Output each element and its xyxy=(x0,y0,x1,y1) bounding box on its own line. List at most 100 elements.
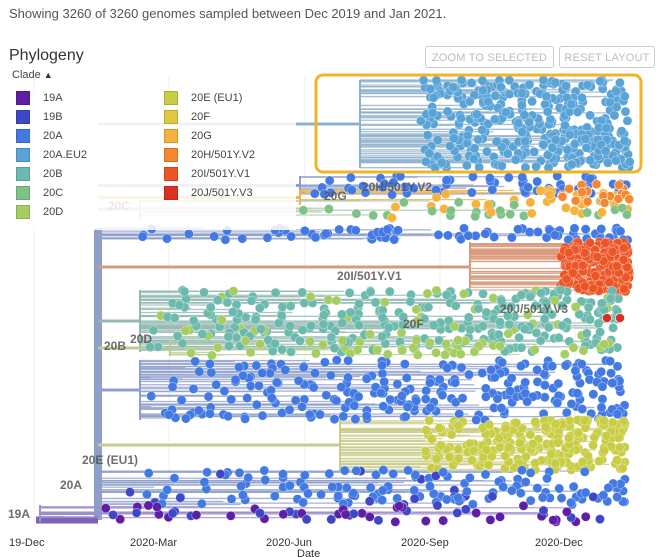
tip xyxy=(464,472,475,483)
tip xyxy=(509,199,520,210)
legend-swatch xyxy=(16,148,30,162)
tip xyxy=(515,488,526,499)
tip xyxy=(251,360,262,371)
tip xyxy=(424,337,435,348)
tip xyxy=(385,394,396,405)
legend-label: 20I/501Y.V1 xyxy=(191,168,251,180)
tip xyxy=(619,135,630,146)
tip xyxy=(331,395,342,406)
tip xyxy=(511,418,522,428)
clade-label: 20B xyxy=(104,339,126,353)
tip xyxy=(215,469,226,479)
tip xyxy=(525,467,536,478)
tip xyxy=(186,348,196,358)
tip xyxy=(298,205,309,216)
tip xyxy=(310,348,321,359)
tip xyxy=(388,468,399,479)
tip xyxy=(527,438,538,449)
tip xyxy=(492,393,503,404)
tip xyxy=(257,368,268,378)
tip xyxy=(462,130,473,141)
tip xyxy=(203,391,214,402)
tip xyxy=(473,134,484,145)
tip xyxy=(338,411,349,422)
tip xyxy=(463,230,474,241)
tip xyxy=(409,485,420,496)
tip xyxy=(464,96,475,107)
legend-label: 20C xyxy=(43,187,64,199)
tip xyxy=(238,490,248,500)
tip xyxy=(484,173,495,184)
reset-layout-button[interactable]: RESET LAYOUT xyxy=(559,46,655,68)
tip xyxy=(348,488,359,499)
tip xyxy=(286,231,297,242)
tip xyxy=(470,211,481,222)
zoom-to-selected-button[interactable]: ZOOM TO SELECTED xyxy=(425,46,554,68)
tip xyxy=(397,345,408,356)
legend-swatch xyxy=(164,167,178,181)
tip xyxy=(457,393,468,404)
legend-label: 20G xyxy=(191,130,212,142)
tip xyxy=(398,311,409,322)
tip xyxy=(477,124,488,135)
tip xyxy=(548,515,559,526)
tip xyxy=(546,449,557,460)
tip xyxy=(401,372,412,383)
tip xyxy=(415,116,426,126)
tip xyxy=(597,207,607,218)
tip xyxy=(542,106,553,117)
tip xyxy=(125,487,135,498)
tip xyxy=(505,209,516,220)
tip xyxy=(599,416,610,426)
tip xyxy=(591,179,602,190)
tip xyxy=(412,315,423,326)
tip xyxy=(293,375,304,386)
tip xyxy=(514,438,525,448)
tip xyxy=(607,246,618,257)
tip xyxy=(438,515,449,526)
tip xyxy=(577,260,588,271)
tip xyxy=(378,465,389,475)
tip xyxy=(577,404,588,414)
tip xyxy=(238,370,248,381)
legend-swatch xyxy=(164,148,178,162)
tip xyxy=(600,238,611,248)
tip xyxy=(465,324,475,335)
tip xyxy=(365,287,376,297)
tip xyxy=(250,314,261,325)
tip xyxy=(305,291,316,302)
tip xyxy=(588,389,599,400)
tip xyxy=(497,357,508,368)
tip xyxy=(550,419,561,429)
tip xyxy=(324,175,335,186)
tip xyxy=(410,469,421,480)
tip xyxy=(331,295,342,306)
tip xyxy=(572,107,583,117)
tip xyxy=(500,107,511,118)
tip xyxy=(502,148,513,159)
tip xyxy=(496,403,507,413)
tip xyxy=(553,332,564,343)
tip xyxy=(514,332,524,343)
tip xyxy=(496,295,507,306)
tip xyxy=(361,411,372,421)
clade-legend-toggle[interactable]: Clade ▲ xyxy=(12,69,53,81)
tip xyxy=(297,287,308,298)
tip xyxy=(530,458,541,468)
tip xyxy=(353,391,364,402)
tip xyxy=(495,511,505,522)
tip xyxy=(536,288,546,298)
tip xyxy=(487,451,497,462)
tip xyxy=(277,301,288,312)
tip xyxy=(240,336,251,346)
tip xyxy=(533,227,543,237)
tip xyxy=(577,456,588,467)
tip xyxy=(428,320,439,331)
tip xyxy=(190,356,201,367)
tip xyxy=(585,110,595,121)
tip xyxy=(390,516,401,527)
tip xyxy=(542,473,552,484)
tip xyxy=(524,117,535,128)
tip xyxy=(434,374,445,385)
